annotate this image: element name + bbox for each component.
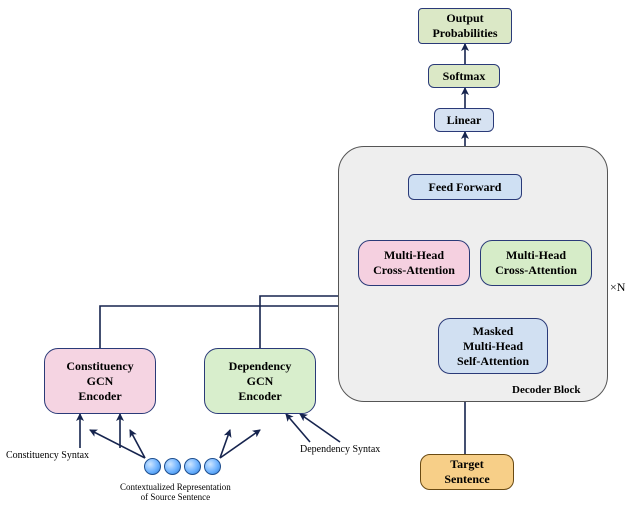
feed-forward-box: Feed Forward (408, 174, 522, 200)
context-repr-circle (204, 458, 221, 475)
output-probabilities-box: Output Probabilities (418, 8, 512, 44)
target-sentence-box: Target Sentence (420, 454, 514, 490)
constituency-syntax-label: Constituency Syntax (6, 450, 89, 462)
connector (90, 430, 145, 458)
connector (300, 414, 340, 442)
decoder-block-tag: Decoder Block (512, 384, 581, 396)
context-repr-circle (164, 458, 181, 475)
dependency-syntax-label: Dependency Syntax (300, 444, 380, 456)
connector (220, 430, 230, 458)
masked-self-attention-box: Masked Multi-Head Self-Attention (438, 318, 548, 374)
connector (130, 430, 145, 458)
context-repr-label: Contextualized Representation of Source … (120, 482, 231, 503)
context-repr-circle (144, 458, 161, 475)
softmax-box: Softmax (428, 64, 500, 88)
cross-attention-pink-box: Multi-Head Cross-Attention (358, 240, 470, 286)
context-repr-circle (184, 458, 201, 475)
cross-attention-green-box: Multi-Head Cross-Attention (480, 240, 592, 286)
connector (286, 414, 310, 442)
context-repr-circles (144, 458, 221, 475)
connector (220, 430, 260, 458)
constituency-gcn-encoder-box: Constituency GCN Encoder (44, 348, 156, 414)
linear-box: Linear (434, 108, 494, 132)
times-n-label: ×N (610, 280, 625, 295)
dependency-gcn-encoder-box: Dependency GCN Encoder (204, 348, 316, 414)
